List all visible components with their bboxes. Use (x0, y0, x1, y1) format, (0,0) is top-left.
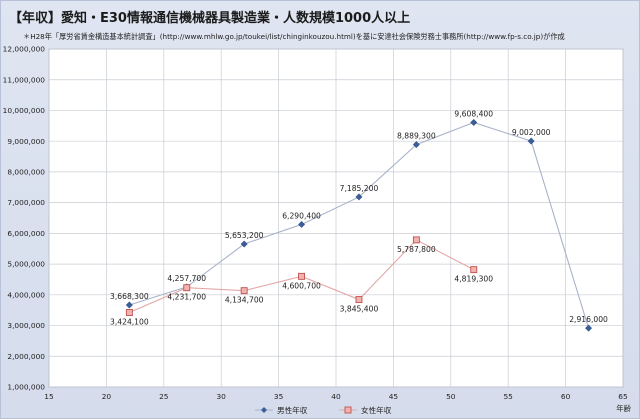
y-tick-label: 11,000,000 (3, 75, 46, 84)
x-tick-label: 25 (159, 392, 169, 401)
legend-label: 女性年収 (361, 405, 392, 415)
data-point-female (412, 236, 420, 244)
data-label: 3,668,300 (110, 292, 149, 301)
x-tick-label: 65 (618, 392, 628, 401)
source-note: ＊H28年「厚労省賃金構造基本統計調査」(http://www.mhlw.go.… (23, 32, 565, 41)
x-tick-label: 60 (561, 392, 571, 401)
data-point-male (470, 118, 478, 127)
y-tick-label: 9,000,000 (7, 137, 45, 146)
x-tick-label: 45 (389, 392, 399, 401)
data-point-male (412, 141, 420, 149)
data-label: 6,290,400 (282, 211, 321, 220)
data-label: 7,185,200 (340, 184, 379, 193)
y-tick-label: 3,000,000 (7, 321, 45, 330)
data-label: 9,002,000 (512, 128, 551, 137)
data-point-male (240, 240, 248, 248)
data-point-female (183, 284, 191, 292)
x-tick-label: 40 (331, 392, 341, 401)
y-tick-label: 6,000,000 (7, 229, 45, 238)
data-label: 3,424,100 (110, 318, 149, 327)
legend-marker-male (261, 407, 267, 413)
data-label: 8,889,300 (397, 132, 436, 141)
y-tick-label: 2,000,000 (7, 352, 45, 361)
y-tick-label: 5,000,000 (7, 260, 45, 269)
x-tick-label: 50 (446, 392, 456, 401)
data-label: 4,231,700 (167, 293, 206, 302)
x-tick-label: 30 (216, 392, 226, 401)
x-tick-label: 20 (102, 392, 112, 401)
data-label: 2,916,000 (569, 315, 608, 324)
data-point-female (298, 272, 306, 280)
y-tick-label: 8,000,000 (7, 168, 45, 177)
data-label: 5,653,200 (225, 231, 264, 240)
chart-title: 【年収】愛知・E30情報通信機械器具製造業・人数規模1000人以上 (9, 11, 411, 26)
legend-marker-female (344, 406, 352, 414)
y-tick-label: 7,000,000 (7, 198, 45, 207)
data-label: 4,257,700 (167, 274, 206, 283)
data-point-female (470, 266, 478, 274)
data-point-male (298, 220, 306, 228)
data-point-female (240, 287, 248, 295)
x-tick-label: 35 (274, 392, 284, 401)
data-point-female (355, 296, 363, 304)
y-tick-label: 4,000,000 (7, 290, 45, 299)
data-point-female (125, 309, 133, 316)
data-point-male (125, 301, 133, 309)
data-point-male (355, 193, 363, 201)
data-label: 3,845,400 (340, 305, 379, 314)
data-label: 5,787,800 (397, 245, 436, 254)
y-tick-label: 12,000,000 (3, 45, 46, 54)
data-label: 4,134,700 (225, 296, 264, 305)
y-tick-label: 10,000,000 (3, 106, 46, 115)
y-tick-label: 1,000,000 (7, 383, 45, 392)
x-tick-label: 15 (44, 392, 54, 401)
legend-label: 男性年収 (277, 405, 308, 415)
data-label: 4,600,700 (282, 281, 321, 290)
x-tick-label: 55 (503, 392, 513, 401)
x-axis-label: 年齢 (616, 404, 631, 413)
data-point-male (585, 324, 593, 332)
data-point-male (527, 137, 535, 145)
data-label: 9,608,400 (454, 109, 493, 118)
data-label: 4,819,300 (454, 275, 493, 284)
